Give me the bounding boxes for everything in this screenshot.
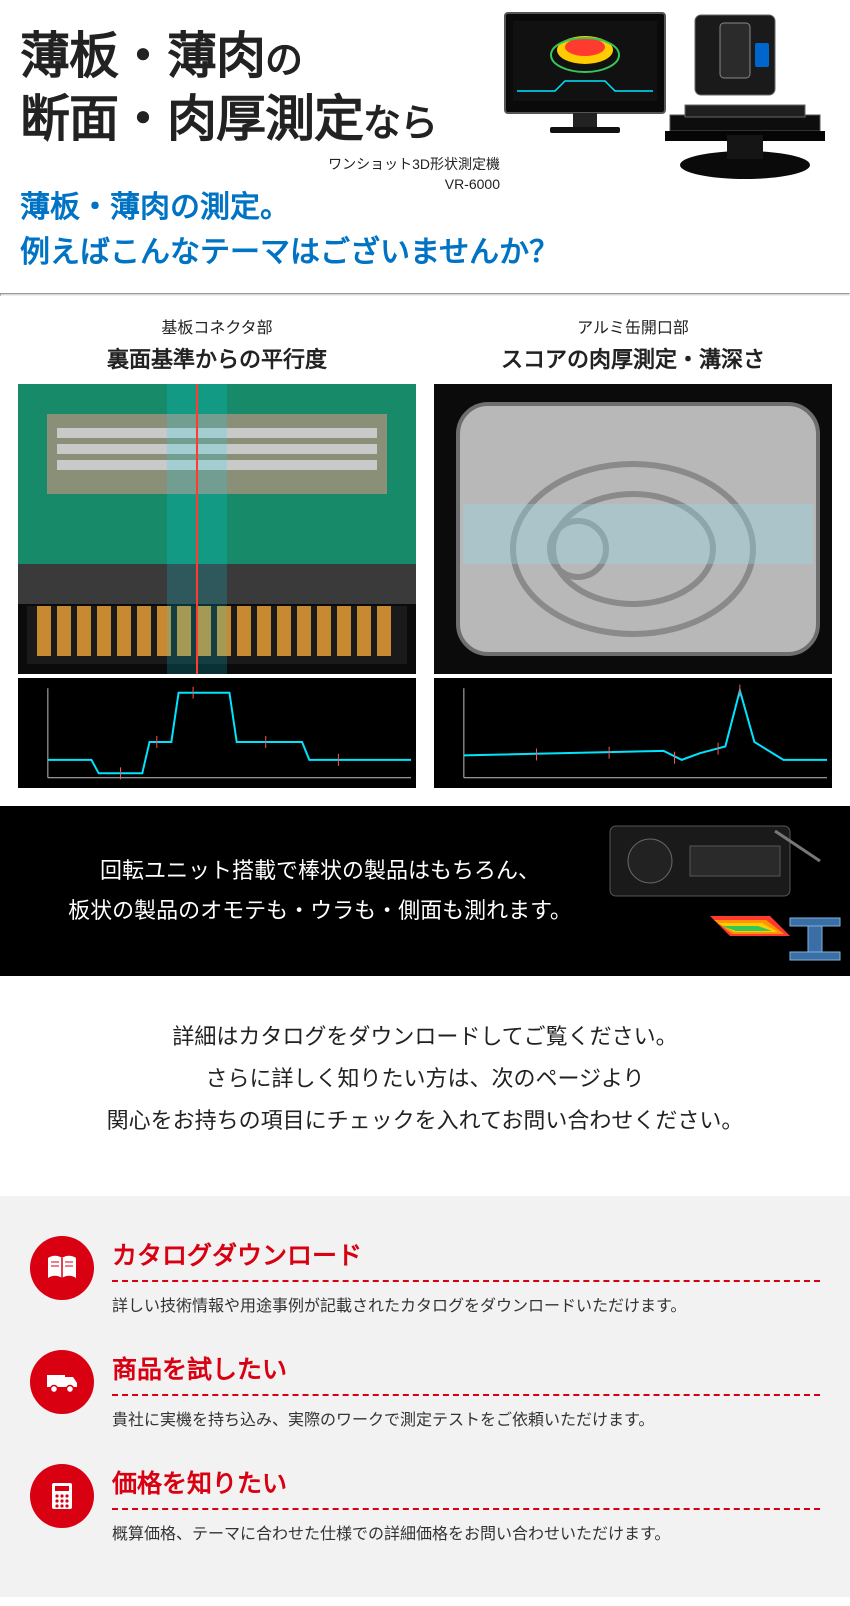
cta-catalog-body: カタログダウンロード 詳しい技術情報や用途事例が記載されたカタログをダウンロード…	[112, 1236, 820, 1320]
subheading-line2: 例えばこんなテーマはございませんか？	[20, 230, 830, 275]
example-1-title: 裏面基準からの平行度	[18, 342, 416, 374]
instructions-line1: 詳細はカタログをダウンロードしてご覧ください。	[20, 1016, 830, 1058]
example-col-1: 基板コネクタ部 裏面基準からの平行度	[18, 314, 416, 788]
instructions-block: 詳細はカタログをダウンロードしてご覧ください。 さらに詳しく知りたい方は、次のペ…	[0, 976, 850, 1196]
hero-line1-big: 薄板・薄肉	[20, 28, 265, 84]
feature-text: 回転ユニット搭載で棒状の製品はもちろん、 板状の製品のオモテも・ウラも・側面も測…	[0, 851, 620, 930]
example-col-2: アルミ缶開口部 スコアの肉厚測定・溝深さ	[434, 314, 832, 788]
instructions-line2: さらに詳しく知りたい方は、次のページより	[20, 1058, 830, 1100]
cta-section: カタログダウンロード 詳しい技術情報や用途事例が記載されたカタログをダウンロード…	[0, 1196, 850, 1597]
calculator-icon	[30, 1464, 94, 1528]
cta-catalog[interactable]: カタログダウンロード 詳しい技術情報や用途事例が記載されたカタログをダウンロード…	[30, 1226, 820, 1340]
example-2-image	[434, 384, 832, 674]
cta-price-title: 価格を知りたい	[112, 1464, 820, 1510]
hero-line2-big: 断面・肉厚測定	[20, 91, 363, 147]
hero-line2-small: なら	[363, 103, 437, 145]
cta-catalog-desc: 詳しい技術情報や用途事例が記載されたカタログをダウンロードいただけます。	[112, 1294, 820, 1320]
product-caption-line1: ワンショット3D形状測定機	[328, 155, 500, 175]
instructions-line3: 関心をお持ちの項目にチェックを入れてお問い合わせください。	[20, 1100, 830, 1142]
examples-row: 基板コネクタ部 裏面基準からの平行度	[0, 296, 850, 806]
example-2-chart	[434, 678, 832, 788]
product-caption-line2: VR-6000	[328, 175, 500, 195]
example-1-image	[18, 384, 416, 674]
example-1-chart	[18, 678, 416, 788]
truck-icon	[30, 1350, 94, 1414]
cta-demo-title: 商品を試したい	[112, 1350, 820, 1396]
hero-line1-small: の	[265, 40, 302, 82]
product-image	[495, 5, 835, 185]
example-2-sup: アルミ缶開口部	[434, 314, 832, 338]
product-caption: ワンショット3D形状測定機 VR-6000	[328, 155, 500, 194]
cta-demo[interactable]: 商品を試したい 貴社に実機を持ち込み、実際のワークで測定テストをご依頼いただけま…	[30, 1340, 820, 1454]
cta-catalog-title: カタログダウンロード	[112, 1236, 820, 1282]
example-1-sup: 基板コネクタ部	[18, 314, 416, 338]
hero-section: 薄板・薄肉の 断面・肉厚測定なら ワンショット3D形状測定機 VR-6000	[0, 0, 850, 150]
feature-image	[590, 806, 850, 976]
feature-band: 回転ユニット搭載で棒状の製品はもちろん、 板状の製品のオモテも・ウラも・側面も測…	[0, 806, 850, 976]
feature-line2: 板状の製品のオモテも・ウラも・側面も測れます。	[20, 891, 620, 931]
example-2-title: スコアの肉厚測定・溝深さ	[434, 342, 832, 374]
cta-demo-desc: 貴社に実機を持ち込み、実際のワークで測定テストをご依頼いただけます。	[112, 1408, 820, 1434]
cta-price[interactable]: 価格を知りたい 概算価格、テーマに合わせた仕様での詳細価格をお問い合わせいただけ…	[30, 1454, 820, 1568]
cta-price-body: 価格を知りたい 概算価格、テーマに合わせた仕様での詳細価格をお問い合わせいただけ…	[112, 1464, 820, 1548]
feature-line1: 回転ユニット搭載で棒状の製品はもちろん、	[20, 851, 620, 891]
book-icon	[30, 1236, 94, 1300]
cta-demo-body: 商品を試したい 貴社に実機を持ち込み、実際のワークで測定テストをご依頼いただけま…	[112, 1350, 820, 1434]
cta-price-desc: 概算価格、テーマに合わせた仕様での詳細価格をお問い合わせいただけます。	[112, 1522, 820, 1548]
